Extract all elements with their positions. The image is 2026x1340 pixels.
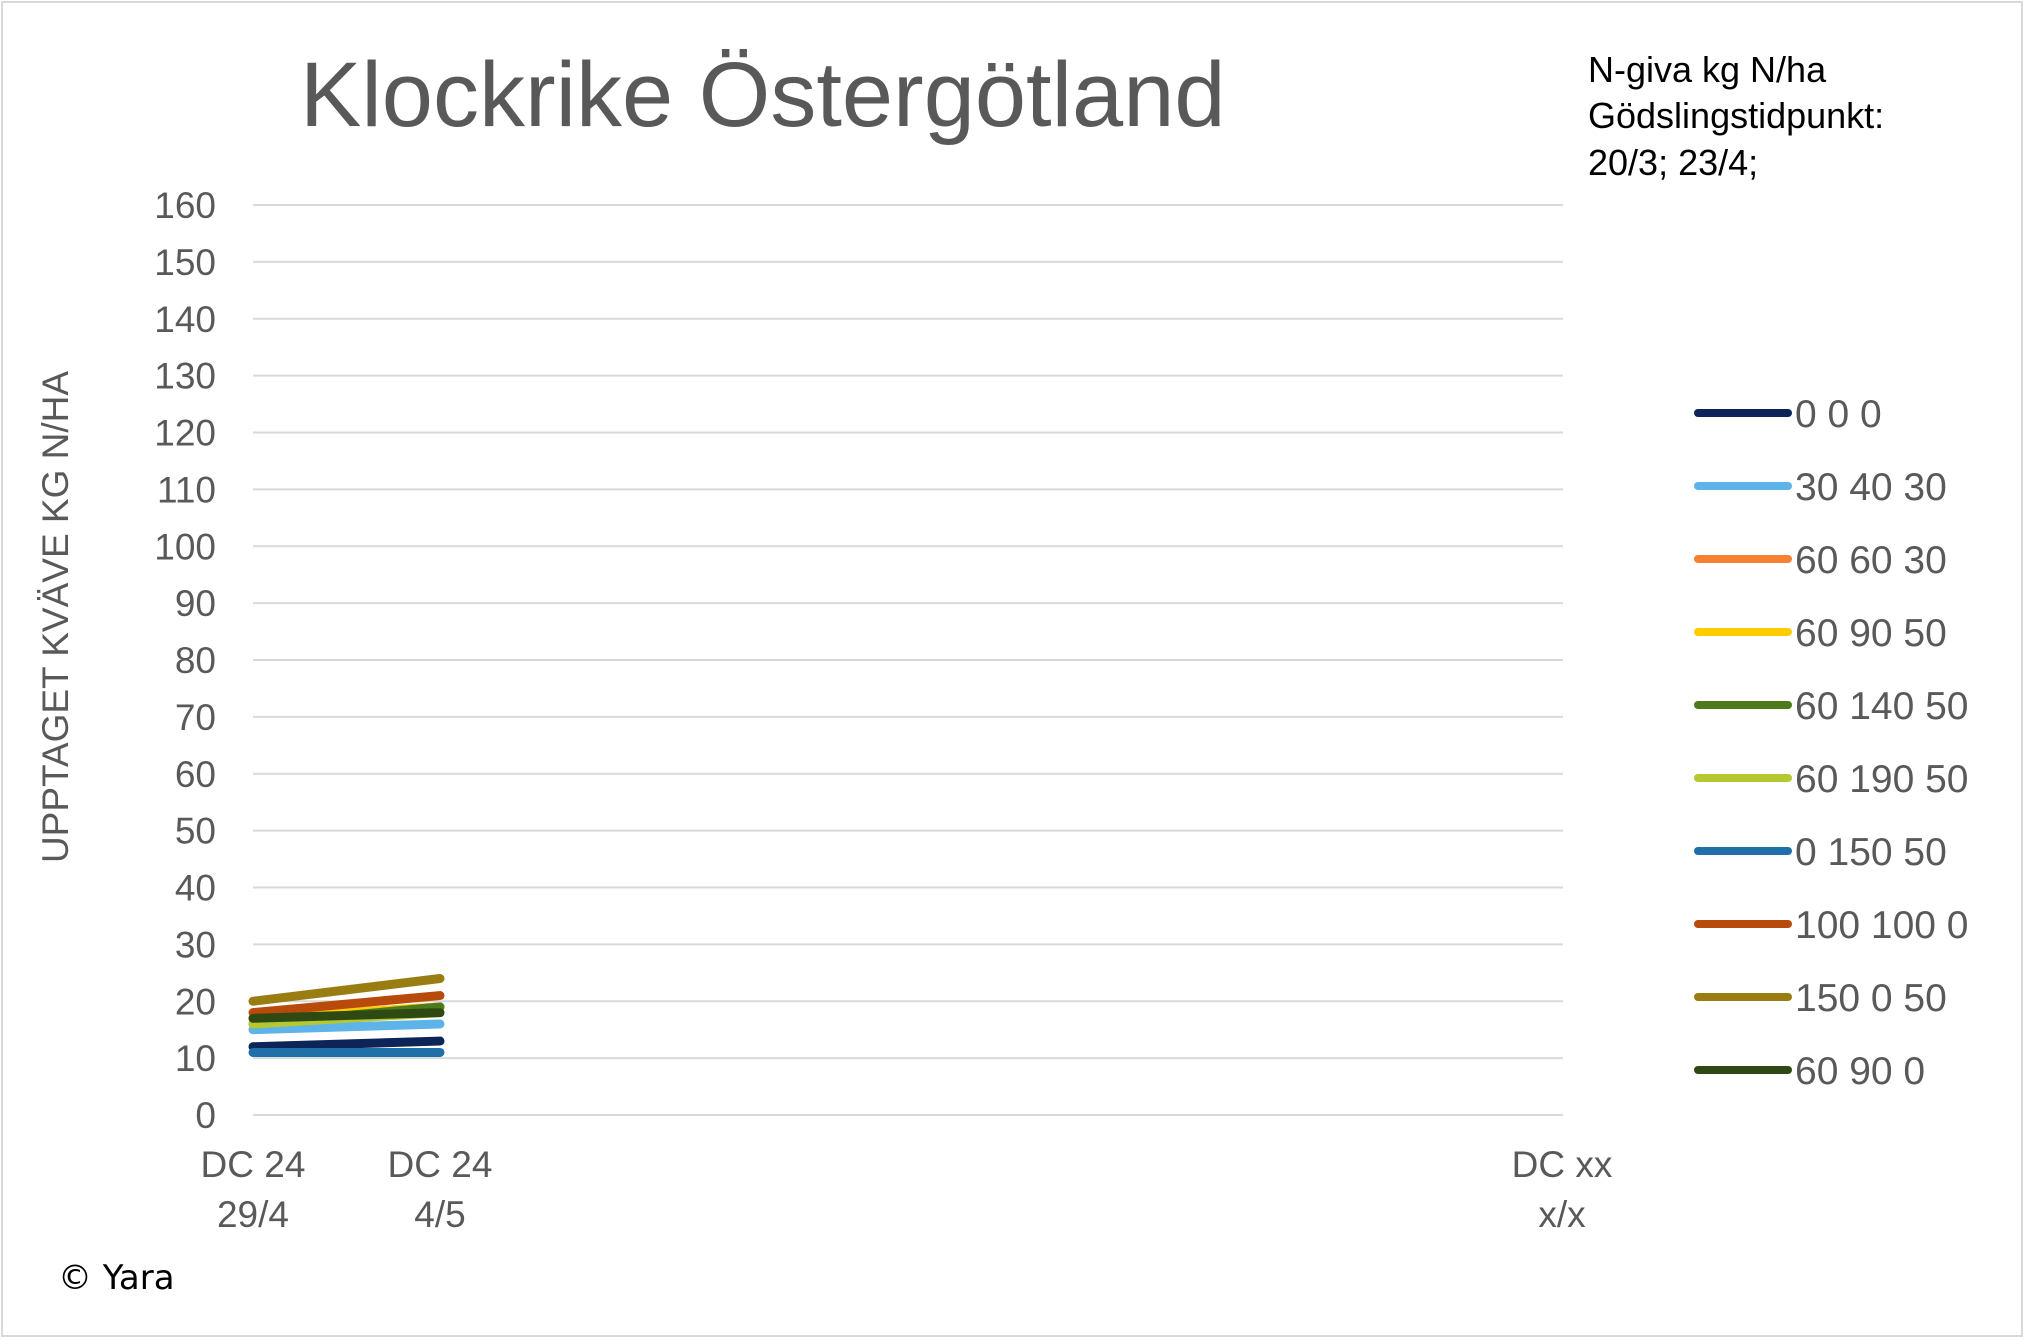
legend-label: 60 90 50 <box>1795 612 1947 655</box>
y-tick-label: 80 <box>175 640 216 681</box>
series-line <box>248 974 445 1006</box>
legend-label: 60 90 0 <box>1795 1050 1925 1093</box>
legend-label: 60 60 30 <box>1795 539 1947 582</box>
legend-label: 30 40 30 <box>1795 466 1947 509</box>
y-tick-label: 110 <box>157 469 216 510</box>
y-tick-label: 10 <box>175 1038 216 1079</box>
legend-item: 100 100 0 <box>1694 904 1969 947</box>
copyright-text: © Yara <box>58 1258 175 1298</box>
y-tick-label: 50 <box>175 811 216 852</box>
legend-label: 60 190 50 <box>1795 758 1969 801</box>
y-tick-label: 140 <box>154 299 216 340</box>
x-tick-label: DC xx <box>1512 1144 1613 1185</box>
y-tick-label: 150 <box>154 242 216 283</box>
annotation-line: Gödslingstidpunkt: <box>1588 95 1884 136</box>
y-tick-label: 40 <box>175 868 216 909</box>
legend-label: 60 140 50 <box>1795 685 1969 728</box>
series-line <box>248 1008 445 1023</box>
y-axis-ticks: 0 10 20 30 40 50 60 70 80 90 100 110 120 130 140 150 160 <box>154 185 216 1136</box>
legend-item: 60 140 50 <box>1694 685 1969 728</box>
legend-item: 60 60 30 <box>1694 539 1947 582</box>
x-tick-label: x/x <box>1538 1194 1586 1235</box>
legend-item: 0 0 0 <box>1694 393 1882 436</box>
y-tick-label: 70 <box>175 697 216 738</box>
x-axis-ticks: DC 24 29/4 DC 24 4/5 DC xx x/x <box>201 1144 1613 1235</box>
series-line <box>248 1036 445 1052</box>
y-tick-label: 90 <box>175 583 216 624</box>
series-lines <box>248 974 445 1057</box>
y-tick-label: 60 <box>175 754 216 795</box>
legend-label: 0 150 50 <box>1795 831 1947 874</box>
x-tick-label: DC 24 <box>201 1144 306 1185</box>
annotation-line: 20/3; 23/4; <box>1588 142 1758 183</box>
gridlines <box>253 204 1563 1116</box>
legend-item: 0 150 50 <box>1694 831 1947 874</box>
series-line <box>248 1019 445 1035</box>
legend: 0 0 0 30 40 30 60 60 30 60 90 50 60 140 50 60… <box>1694 393 1969 1093</box>
x-tick-label: 29/4 <box>217 1194 289 1235</box>
y-tick-label: 20 <box>175 981 216 1022</box>
legend-label: 100 100 0 <box>1795 904 1969 947</box>
y-tick-label: 100 <box>154 526 216 567</box>
annotation-box: N-giva kg N/ha Gödslingstidpunkt: 20/3; … <box>1588 49 1884 183</box>
legend-item: 60 90 0 <box>1694 1050 1925 1093</box>
y-tick-label: 120 <box>154 413 216 454</box>
y-axis-label: UPPTAGET KVÄVE KG N/HA <box>35 371 76 863</box>
x-tick-label: 4/5 <box>414 1194 465 1235</box>
y-tick-label: 30 <box>175 924 216 965</box>
legend-item: 30 40 30 <box>1694 466 1947 509</box>
legend-item: 60 90 50 <box>1694 612 1947 655</box>
chart-title: Klockrike Östergötland <box>300 44 1226 146</box>
x-tick-label: DC 24 <box>388 1144 493 1185</box>
y-tick-label: 130 <box>154 356 216 397</box>
legend-item: 150 0 50 <box>1694 977 1947 1020</box>
legend-label: 150 0 50 <box>1795 977 1947 1020</box>
y-tick-label: 0 <box>195 1095 216 1136</box>
series-line <box>248 991 445 1018</box>
legend-label: 0 0 0 <box>1795 393 1882 436</box>
annotation-line: N-giva kg N/ha <box>1588 49 1827 90</box>
y-tick-label: 160 <box>154 185 216 226</box>
legend-item: 60 190 50 <box>1694 758 1969 801</box>
